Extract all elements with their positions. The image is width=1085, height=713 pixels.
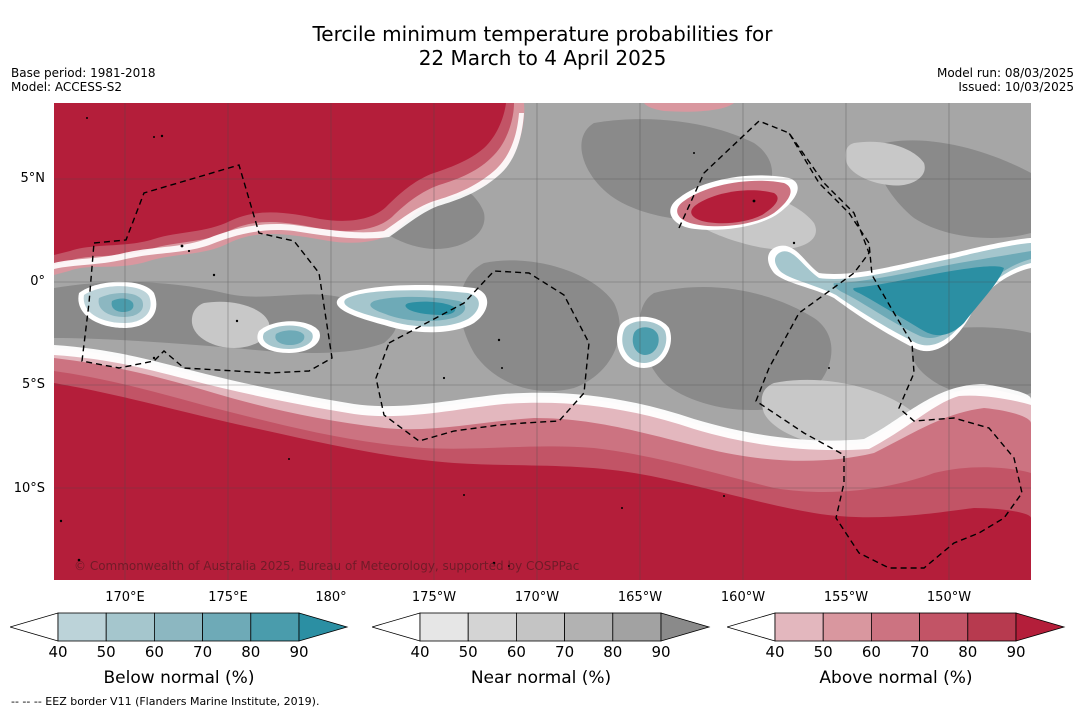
lat-label-5s: 5°S xyxy=(21,377,45,392)
colorbar-below-tick: 40 xyxy=(48,643,68,661)
colorbar-above-tick: 70 xyxy=(910,643,930,661)
colorbar-below-swatch xyxy=(57,612,107,642)
colorbar-below-normal xyxy=(10,612,349,642)
colorbar-near-swatch xyxy=(419,612,469,642)
colorbar-near-max-arrow xyxy=(660,612,711,642)
colorbar-above-max-arrow xyxy=(1015,612,1066,642)
colorbar-below-tick: 60 xyxy=(144,643,164,661)
colorbar-near-normal xyxy=(372,612,711,642)
colorbar-below-tick: 80 xyxy=(241,643,261,661)
colorbar-above-tick: 40 xyxy=(765,643,785,661)
colorbar-above-tick: 60 xyxy=(861,643,881,661)
colorbar-near-tick: 40 xyxy=(410,643,430,661)
meta-right: Model run: 08/03/2025 Issued: 10/03/2025 xyxy=(937,66,1074,94)
colorbar-near-tick: 50 xyxy=(458,643,478,661)
lon-label-160w: 160°W xyxy=(720,590,766,605)
lon-label-165w: 165°W xyxy=(617,590,663,605)
colorbar-below-swatch xyxy=(153,612,203,642)
below-normal-patches xyxy=(78,238,1031,368)
colorbar-near-swatches xyxy=(419,612,662,642)
below-normal-west xyxy=(78,281,157,328)
probability-map xyxy=(54,103,1031,580)
map-panel xyxy=(54,103,1031,580)
colorbar-below-swatches xyxy=(57,612,300,642)
lon-label-170w: 170°W xyxy=(514,590,560,605)
colorbar-above-swatch xyxy=(919,612,969,642)
map-title: Tercile minimum temperature probabilitie… xyxy=(0,22,1085,70)
colorbar-below-swatch xyxy=(250,612,300,642)
colorbar-near-swatch xyxy=(564,612,614,642)
colorbar-title-near: Near normal (%) xyxy=(470,668,612,688)
title-line-2: 22 March to 4 April 2025 xyxy=(418,46,667,70)
eez-legend-note: -- -- -- EEZ border V11 (Flanders Marine… xyxy=(11,695,320,708)
colorbar-below-tick: 70 xyxy=(193,643,213,661)
colorbar-above-swatch xyxy=(822,612,872,642)
below-normal-small-1 xyxy=(257,321,320,353)
colorbar-near-tick: 80 xyxy=(603,643,623,661)
colorbar-below-tick: 50 xyxy=(96,643,116,661)
eez-borders xyxy=(81,120,1023,569)
colorbar-above-swatch xyxy=(774,612,824,642)
lat-label-5n: 5°N xyxy=(20,171,46,186)
above-normal-south xyxy=(54,345,1031,580)
base-period: Base period: 1981-2018 xyxy=(11,66,156,80)
below-normal-center xyxy=(336,285,488,333)
colorbar-below-max-arrow xyxy=(298,612,349,642)
lat-label-10s: 10°S xyxy=(13,481,45,496)
above-normal-northwest xyxy=(54,103,525,275)
above-normal-north-strip xyxy=(644,103,734,112)
colorbar-near-tick: 70 xyxy=(555,643,575,661)
colorbar-above-tick: 90 xyxy=(1006,643,1026,661)
lat-label-0: 0° xyxy=(30,274,45,289)
colorbar-above-swatch xyxy=(870,612,920,642)
below-normal-east xyxy=(768,238,1031,352)
lon-label-155w: 155°W xyxy=(823,590,869,605)
colorbar-near-tick: 90 xyxy=(651,643,671,661)
copyright-note: © Commonwealth of Australia 2025, Bureau… xyxy=(74,559,580,573)
colorbar-above-swatches xyxy=(774,612,1017,642)
colorbar-near-tick: 60 xyxy=(506,643,526,661)
meta-left: Base period: 1981-2018 Model: ACCESS-S2 xyxy=(11,66,156,94)
colorbar-near-swatch xyxy=(467,612,517,642)
lon-label-170e: 170°E xyxy=(105,590,145,605)
islands xyxy=(59,117,830,568)
above-normal-patch xyxy=(670,175,798,230)
lon-label-150w: 150°W xyxy=(926,590,972,605)
colorbar-title-below: Below normal (%) xyxy=(103,668,255,688)
colorbar-above-swatch xyxy=(967,612,1017,642)
colorbar-below-swatch xyxy=(202,612,252,642)
issued-date: Issued: 10/03/2025 xyxy=(958,80,1074,94)
graticule xyxy=(54,103,1031,580)
colorbar-near-swatch xyxy=(612,612,662,642)
model-name: Model: ACCESS-S2 xyxy=(11,80,123,94)
below-normal-small-2 xyxy=(616,316,672,368)
lon-label-175e: 175°E xyxy=(208,590,248,605)
colorbar-above-normal xyxy=(727,612,1066,642)
lon-label-180: 180° xyxy=(315,590,347,605)
colorbar-near-swatch xyxy=(515,612,565,642)
colorbar-below-tick: 90 xyxy=(289,643,309,661)
colorbar-below-swatch xyxy=(105,612,155,642)
model-run: Model run: 08/03/2025 xyxy=(936,66,1074,80)
colorbar-above-tick: 50 xyxy=(813,643,833,661)
colorbar-above-tick: 80 xyxy=(958,643,978,661)
colorbar-title-above: Above normal (%) xyxy=(819,668,973,688)
title-line-1: Tercile minimum temperature probabilitie… xyxy=(312,22,773,46)
lon-label-175w: 175°W xyxy=(411,590,457,605)
